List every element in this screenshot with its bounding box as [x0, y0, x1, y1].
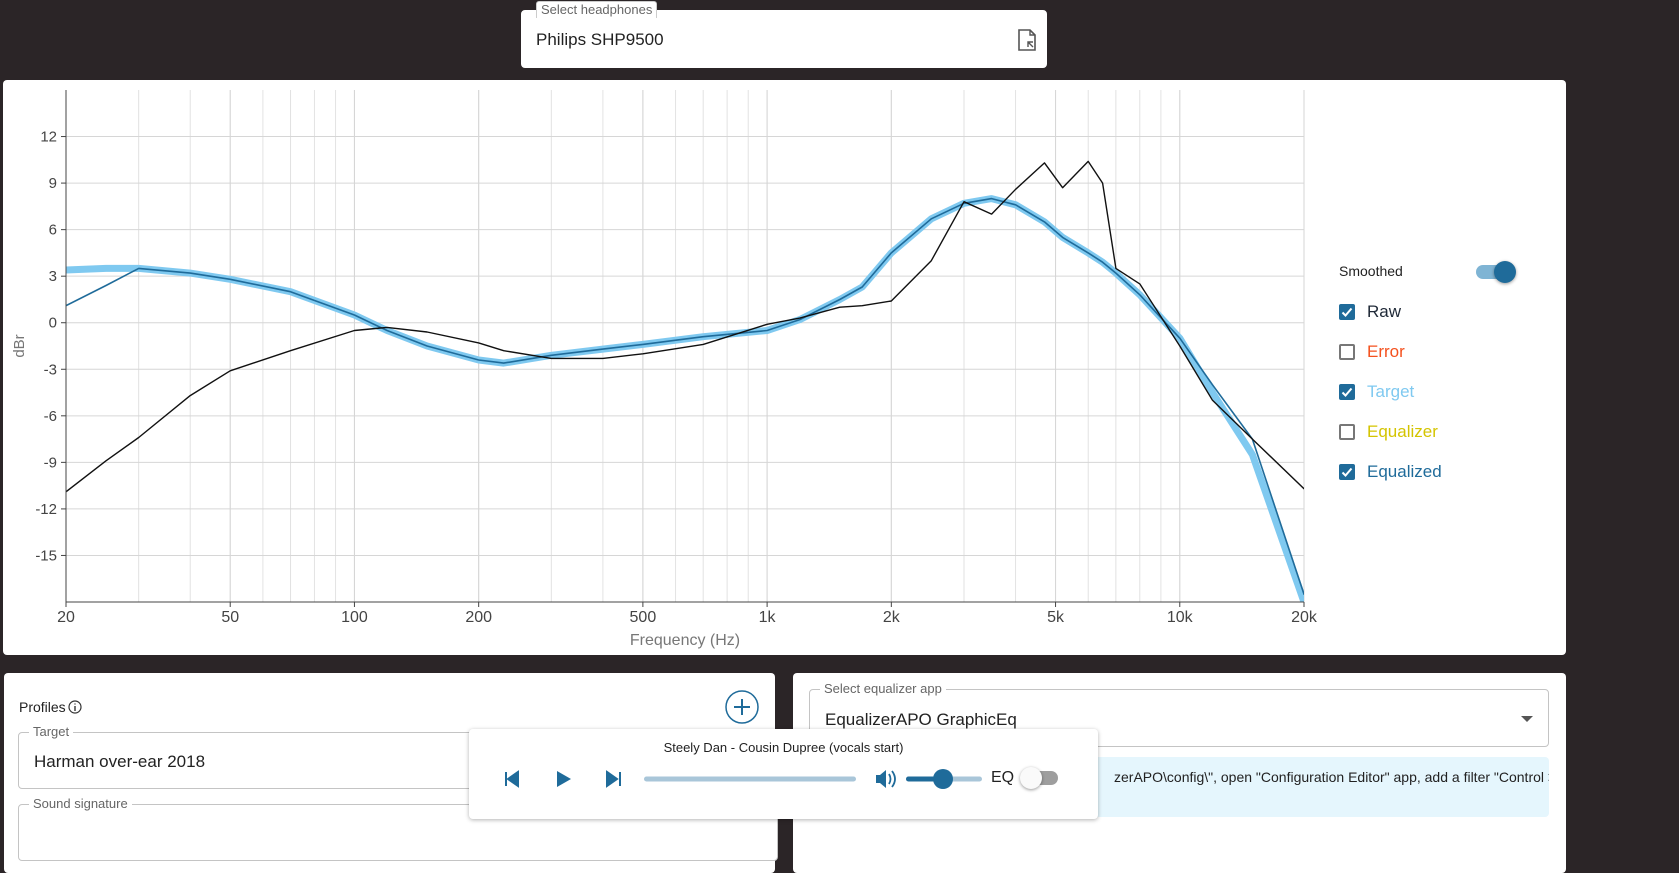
add-profile-button[interactable]	[724, 689, 760, 725]
y-axis-label: dBr	[11, 334, 28, 357]
chart-card	[3, 80, 1566, 655]
checkbox[interactable]	[1339, 424, 1355, 440]
x-tick-label: 10k	[1167, 609, 1194, 626]
eq-toggle[interactable]	[1020, 767, 1062, 789]
field-label: Select equalizer app	[820, 681, 946, 697]
checkbox[interactable]	[1339, 384, 1355, 400]
checkbox-label: Equalized	[1367, 462, 1442, 481]
x-tick-label: 1k	[759, 609, 777, 626]
dropdown-arrow	[1521, 716, 1533, 722]
y-tick-label: -3	[44, 361, 57, 378]
equalizer-select[interactable]: Select equalizer app EqualizerAPO Graphi…	[809, 681, 1549, 747]
check	[1341, 307, 1353, 317]
checkbox-label: Raw	[1367, 302, 1402, 321]
toggle-thumb	[1494, 261, 1516, 283]
prev-button[interactable]	[505, 770, 519, 788]
info-text: zerAPO\config\", open "Configuration Edi…	[1114, 769, 1549, 785]
series-line	[66, 197, 1304, 595]
check	[1341, 467, 1353, 477]
y-tick-label: 3	[49, 268, 57, 285]
eq-label: EQ	[991, 769, 1015, 786]
volume-icon[interactable]	[876, 770, 886, 788]
checkbox-label: Error	[1367, 342, 1405, 361]
x-tick-label: 50	[221, 609, 239, 626]
check	[1341, 387, 1353, 397]
progress-slider[interactable]	[644, 776, 856, 782]
field-label: Sound signature	[29, 796, 132, 812]
checkbox[interactable]	[1339, 304, 1355, 320]
y-tick-label: -6	[44, 408, 57, 425]
info-icon[interactable]	[68, 700, 82, 714]
checkbox[interactable]	[1339, 344, 1355, 360]
play-button[interactable]	[557, 771, 571, 787]
field-value: EqualizerAPO GraphicEq	[825, 710, 1017, 729]
smoothed-label: Smoothed	[1339, 263, 1403, 279]
field-value: Harman over-ear 2018	[34, 752, 206, 771]
x-tick-label: 2k	[883, 609, 901, 626]
field-label: Target	[29, 724, 74, 740]
x-tick-label: 20	[57, 609, 75, 626]
y-tick-label: 9	[49, 175, 57, 192]
player: Steely Dan - Cousin Dupree (vocals start…	[469, 729, 1098, 819]
volume-thumb[interactable]	[933, 769, 953, 789]
series-line	[66, 160, 1304, 493]
next-button[interactable]	[606, 770, 621, 788]
file-icon[interactable]	[1016, 28, 1038, 52]
toggle-thumb	[1020, 767, 1042, 789]
track-title: Steely Dan - Cousin Dupree (vocals start…	[663, 740, 904, 755]
equalizer-card: Select equalizer app EqualizerAPO Graphi…	[793, 673, 1566, 873]
y-tick-label: 0	[49, 315, 57, 332]
field-label: Select headphones	[536, 1, 658, 18]
y-tick-label: 6	[49, 222, 57, 239]
field-value: Philips SHP9500	[536, 30, 664, 49]
profiles-title: Profiles	[19, 699, 66, 715]
y-tick-label: 12	[40, 129, 57, 146]
chart: 20 50 100 200 500 1k 2k 5k 10k 20k 12 9 6 3 0 -3 -6 -9 -12…	[11, 90, 1318, 649]
y-tick-label: -9	[44, 454, 57, 471]
toggle[interactable]	[1474, 261, 1516, 283]
x-tick-label: 100	[341, 609, 368, 626]
headphones-select[interactable]: Select headphones Philips SHP9500	[521, 1, 1047, 68]
x-tick-label: 500	[630, 609, 657, 626]
x-tick-label: 5k	[1047, 609, 1065, 626]
x-tick-label: 20k	[1291, 609, 1318, 626]
checkbox-label: Equalizer	[1367, 422, 1438, 441]
x-tick-label: 200	[465, 609, 492, 626]
toggle[interactable]	[1020, 767, 1062, 789]
x-axis-label: Frequency (Hz)	[630, 632, 740, 649]
y-tick-label: -12	[35, 501, 57, 518]
series-line	[66, 195, 1304, 602]
checkbox-label: Target	[1367, 382, 1415, 401]
player-controls	[505, 769, 982, 789]
y-tick-label: -15	[35, 547, 57, 564]
checkbox[interactable]	[1339, 464, 1355, 480]
